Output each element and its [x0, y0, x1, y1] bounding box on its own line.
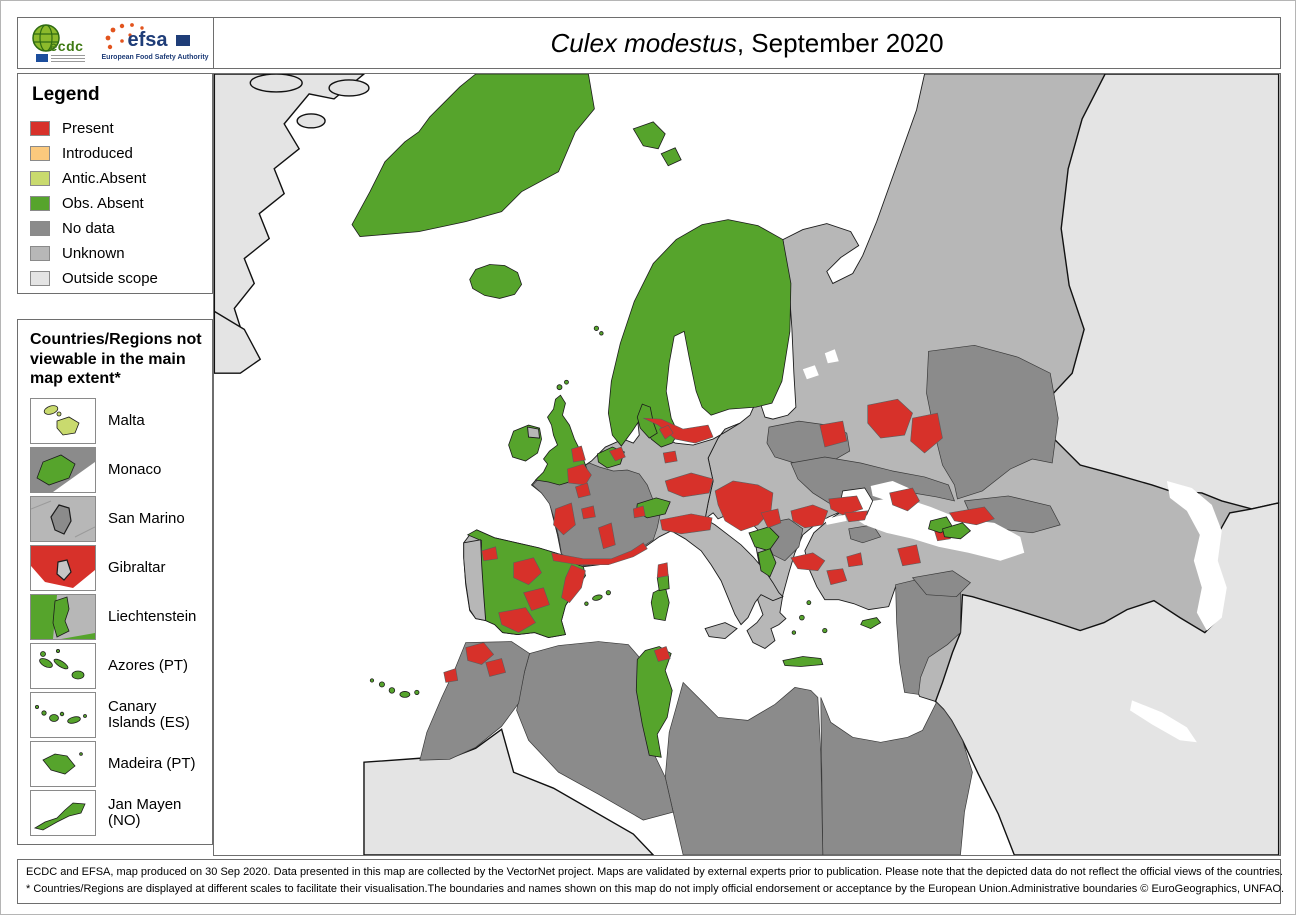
legend-item-antic-absent: Antic.Absent	[30, 166, 200, 191]
footer-line-1: ECDC and EFSA, map produced on 30 Sep 20…	[26, 866, 1283, 878]
inset-malta: Malta	[30, 397, 204, 446]
page-title: Culex modestus, September 2020	[550, 28, 943, 59]
region-caucasus-green	[928, 516, 972, 540]
efsa-logo: efsa European Food Safety Authority	[100, 21, 209, 65]
azores-thumbnail	[30, 643, 96, 690]
efsa-wordmark: efsa	[127, 29, 168, 51]
region-present-patches	[443, 398, 995, 683]
legend-item-outside-scope: Outside scope	[30, 266, 200, 291]
inset-azores: Azores (PT)	[30, 642, 204, 691]
ecdc-eu-flag-icon	[35, 54, 48, 62]
malta-thumbnail	[30, 398, 96, 445]
swatch-present	[30, 121, 50, 136]
region-obs-absent-lands	[351, 74, 792, 486]
inset-liechtenstein: Liechtenstein	[30, 593, 204, 642]
legend-item-obs-absent: Obs. Absent	[30, 191, 200, 216]
footer-panel: ECDC and EFSA, map produced on 30 Sep 20…	[17, 859, 1285, 904]
inset-panel: Countries/Regions not viewable in the ma…	[17, 319, 213, 845]
ecdc-globe-icon	[31, 24, 60, 52]
legend-heading: Legend	[32, 84, 100, 105]
madeira-thumbnail	[30, 741, 96, 788]
region-canada	[214, 74, 370, 374]
footer-line-2: * Countries/Regions are displayed at dif…	[26, 883, 1285, 896]
canary-islands-thumbnail	[30, 692, 96, 739]
ecdc-logo: ecdc	[28, 22, 90, 64]
region-outside-scope-east	[1043, 74, 1280, 510]
ecdc-wordmark: ecdc	[49, 38, 84, 54]
title-panel: Culex modestus, September 2020	[213, 17, 1281, 69]
inset-gibraltar: Gibraltar	[30, 544, 204, 593]
swatch-no-data	[30, 221, 50, 236]
liechtenstein-thumbnail	[30, 594, 96, 641]
logo-panel: ecdc efsa European Food Safety Authority	[17, 17, 214, 69]
inset-san-marino: San Marino	[30, 495, 204, 544]
swatch-outside-scope	[30, 271, 50, 286]
legend-item-unknown: Unknown	[30, 241, 200, 266]
inset-canary-islands: Canary Islands (ES)	[30, 691, 204, 740]
title-date: , September 2020	[736, 27, 944, 58]
region-no-data-patches	[419, 344, 1061, 855]
swatch-unknown	[30, 246, 50, 261]
legend-item-introduced: Introduced	[30, 141, 200, 166]
swatch-antic-absent	[30, 171, 50, 186]
gibraltar-thumbnail	[30, 545, 96, 592]
legend-item-present: Present	[30, 116, 200, 141]
monaco-thumbnail	[30, 447, 96, 494]
legend-panel: Legend Present Introduced Antic.Absent O…	[17, 73, 213, 294]
inset-monaco: Monaco	[30, 446, 204, 495]
inset-madeira: Madeira (PT)	[30, 740, 204, 789]
san-marino-thumbnail	[30, 496, 96, 543]
swatch-obs-absent	[30, 196, 50, 211]
legend-item-no-data: No data	[30, 216, 200, 241]
efsa-subtitle: European Food Safety Authority	[101, 54, 209, 61]
europe-distribution-map	[214, 74, 1280, 855]
jan-mayen-thumbnail	[30, 790, 96, 837]
title-species: Culex modestus	[550, 27, 737, 58]
inset-jan-mayen: Jan Mayen (NO)	[30, 789, 204, 838]
map-panel	[213, 73, 1281, 856]
efsa-eu-flag-icon	[175, 35, 190, 46]
region-unknown-patches	[463, 426, 738, 640]
inset-heading: Countries/Regions not viewable in the ma…	[30, 331, 202, 388]
ecdc-smallprint	[50, 55, 85, 62]
swatch-introduced	[30, 146, 50, 161]
